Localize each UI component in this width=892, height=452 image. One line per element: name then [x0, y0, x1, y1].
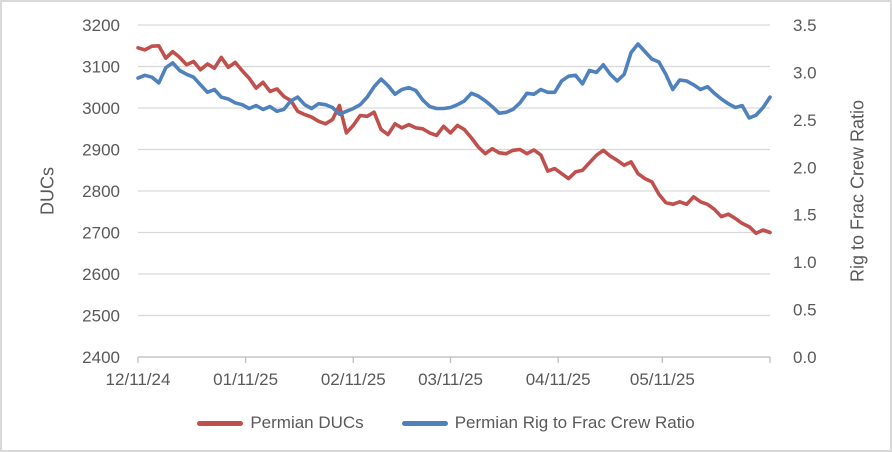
series-line-left	[136, 43, 772, 236]
series-line-right	[136, 42, 772, 120]
y-axis-tick-label-right: 0.0	[793, 348, 817, 367]
y-axis-title-right: Rig to Frac Crew Ratio	[847, 99, 868, 283]
y-axis-tick-label-right: 1.0	[793, 253, 817, 272]
y-axis-tick-label-right: 2.5	[793, 111, 817, 130]
y-axis-tick-label-left: 3100	[82, 58, 120, 77]
x-axis-tick-label: 05/11/25	[630, 370, 695, 389]
legend-item-rig-to-frac-ratio: Permian Rig to Frac Crew Ratio	[401, 413, 695, 433]
x-axis-tick-label: 01/11/25	[213, 370, 278, 389]
y-axis-tick-label-left: 2500	[82, 307, 120, 326]
y-axis-tick-label-left: 3000	[82, 99, 120, 118]
legend-label-permian-ducs: Permian DUCs	[250, 413, 364, 432]
y-axis-tick-label-left: 3200	[82, 16, 120, 35]
y-axis-title-left: DUCs	[37, 167, 58, 215]
y-axis-tick-label-right: 0.5	[793, 301, 817, 320]
y-axis-tick-label-right: 3.0	[793, 63, 817, 82]
y-axis-tick-label-right: 3.5	[793, 16, 817, 35]
y-axis-tick-label-right: 1.5	[793, 206, 817, 225]
y-axis-tick-label-left: 2400	[82, 348, 120, 367]
x-axis-tick-label: 04/11/25	[526, 370, 591, 389]
y-axis-tick-label-left: 2900	[82, 141, 120, 160]
y-axis-tick-label-left: 2800	[82, 182, 120, 201]
legend-swatch-blue-icon	[401, 420, 448, 426]
x-axis-tick-label: 03/11/25	[418, 370, 483, 389]
legend-swatch-red-icon	[197, 420, 244, 426]
y-axis-tick-label-left: 2600	[82, 265, 120, 284]
x-axis-tick-label: 12/11/24	[106, 370, 171, 389]
y-axis-tick-label-right: 2.0	[793, 158, 817, 177]
legend-item-permian-ducs: Permian DUCs	[197, 413, 364, 433]
y-axis-tick-label-left: 2700	[82, 224, 120, 243]
legend: Permian DUCs Permian Rig to Frac Crew Ra…	[2, 408, 890, 438]
x-axis-tick-label: 02/11/25	[321, 370, 386, 389]
legend-label-rig-to-frac-ratio: Permian Rig to Frac Crew Ratio	[454, 413, 695, 432]
